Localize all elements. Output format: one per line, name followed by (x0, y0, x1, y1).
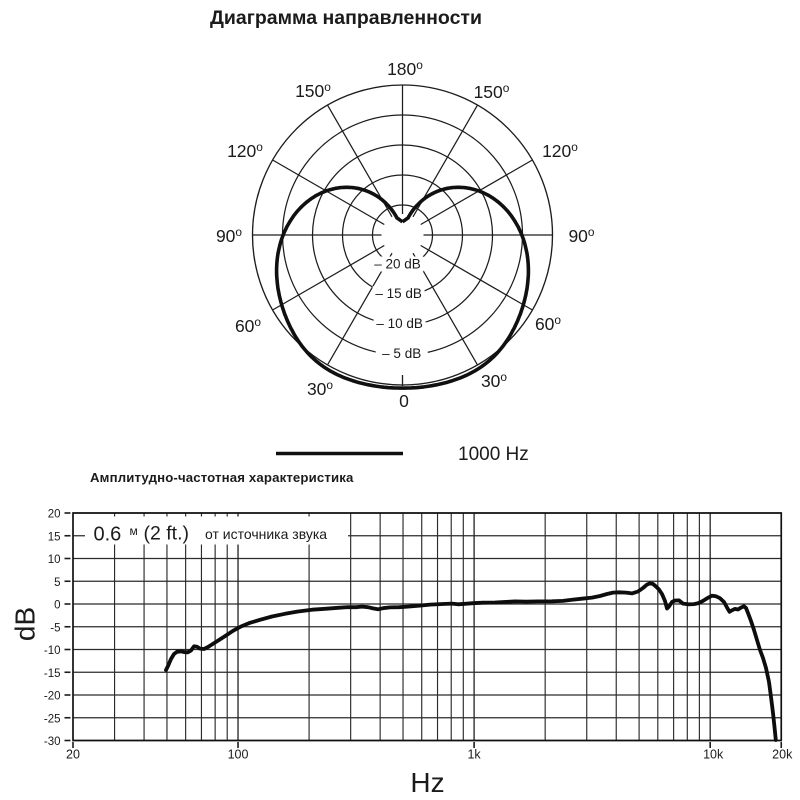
svg-text:5: 5 (54, 577, 60, 589)
svg-text:15: 15 (48, 531, 61, 543)
svg-text:20: 20 (66, 748, 80, 762)
svg-text:120o: 120o (542, 140, 578, 161)
svg-text:-30: -30 (44, 736, 61, 748)
svg-text:м: м (130, 524, 138, 538)
svg-text:– 10 dB: – 10 dB (376, 316, 423, 331)
svg-text:20k: 20k (772, 748, 793, 762)
svg-text:-10: -10 (44, 645, 61, 657)
svg-text:-15: -15 (44, 668, 61, 680)
svg-text:20: 20 (48, 509, 61, 521)
svg-text:0: 0 (54, 600, 60, 612)
svg-text:0.6: 0.6 (94, 524, 122, 546)
svg-text:Амплитудно-частотная характери: Амплитудно-частотная характеристика (90, 470, 354, 485)
svg-text:1k: 1k (467, 748, 481, 762)
svg-text:10: 10 (48, 554, 61, 566)
svg-text:-5: -5 (50, 622, 60, 634)
svg-text:0: 0 (399, 391, 409, 411)
svg-text:150o: 150o (295, 80, 331, 101)
svg-text:-20: -20 (44, 691, 61, 703)
svg-text:– 20 dB: – 20 dB (374, 257, 421, 272)
svg-text:от источника звука: от источника звука (205, 526, 327, 542)
svg-text:1000 Hz: 1000 Hz (458, 444, 529, 465)
svg-text:150o: 150o (474, 81, 510, 102)
svg-text:Диаграмма направленности: Диаграмма направленности (210, 7, 482, 29)
svg-text:dB: dB (10, 607, 41, 641)
svg-text:– 5 dB: – 5 dB (382, 346, 421, 361)
svg-text:– 15 dB: – 15 dB (375, 286, 422, 301)
svg-text:-25: -25 (44, 713, 61, 725)
svg-text:Hz: Hz (410, 767, 444, 798)
svg-text:10k: 10k (703, 748, 724, 762)
svg-text:180o: 180o (387, 58, 423, 79)
svg-text:(2 ft.): (2 ft.) (144, 523, 190, 545)
svg-text:120o: 120o (227, 140, 263, 161)
svg-text:100: 100 (228, 748, 249, 762)
